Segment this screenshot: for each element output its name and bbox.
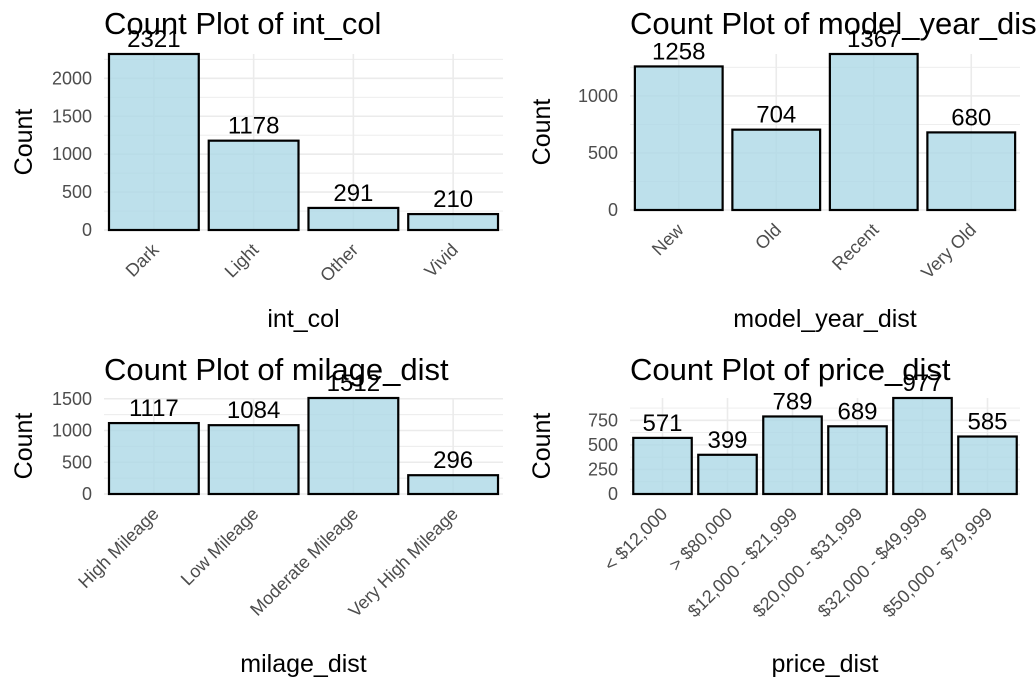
x-tick-label: $32,000 - $49,999 bbox=[814, 504, 931, 621]
y-tick-label: 1000 bbox=[52, 421, 92, 441]
data-label: 1367 bbox=[847, 26, 900, 53]
y-tick-label: 250 bbox=[588, 459, 618, 479]
data-label: 2321 bbox=[127, 26, 180, 53]
y-tick-label: 0 bbox=[608, 200, 618, 220]
y-axis-label: Count bbox=[528, 413, 556, 480]
y-axis-label: Count bbox=[528, 99, 556, 166]
data-label: 1258 bbox=[652, 38, 705, 65]
y-tick-label: 500 bbox=[588, 435, 618, 455]
chart-title: Count Plot of int_col bbox=[104, 6, 381, 41]
bar bbox=[207, 139, 300, 232]
data-label: 1084 bbox=[227, 397, 280, 424]
x-tick-label: Very High Mileage bbox=[345, 504, 462, 621]
chart-title: Count Plot of model_year_dist bbox=[630, 6, 1036, 41]
bar bbox=[632, 436, 693, 496]
y-tick-label: 0 bbox=[608, 484, 618, 504]
data-label: 680 bbox=[951, 104, 991, 131]
x-tick-label: Vivid bbox=[420, 240, 462, 282]
bar bbox=[926, 131, 1017, 212]
y-axis-label: Count bbox=[10, 109, 38, 176]
x-tick-label: $50,000 - $79,999 bbox=[879, 504, 996, 621]
y-tick-label: 1500 bbox=[52, 106, 92, 126]
chart-panel-1: 0 500 1000 1500 2000 2321 1178 291 210 Dark Light O… bbox=[10, 6, 503, 333]
bar bbox=[307, 396, 400, 496]
x-tick-label: Other bbox=[316, 240, 362, 286]
chart-panel-2: 0 500 1000 1258 704 1367 680 New Old Recent Very O… bbox=[528, 6, 1036, 333]
bar bbox=[107, 421, 200, 496]
data-label: 789 bbox=[772, 388, 812, 415]
x-tick-label: $20,000 - $31,999 bbox=[749, 504, 866, 621]
y-tick-label: 500 bbox=[62, 182, 92, 202]
y-tick-label: 500 bbox=[62, 452, 92, 472]
y-tick-label: 0 bbox=[82, 484, 92, 504]
data-label: 1178 bbox=[228, 113, 280, 140]
x-tick-label: Dark bbox=[122, 239, 164, 281]
data-label: 399 bbox=[707, 427, 747, 454]
y-tick-label: 1500 bbox=[52, 389, 92, 409]
data-label: 977 bbox=[902, 370, 942, 397]
data-label: 689 bbox=[837, 398, 877, 425]
x-tick-label: Recent bbox=[828, 220, 882, 274]
data-label: 291 bbox=[333, 180, 373, 207]
y-tick-label: 2000 bbox=[52, 68, 92, 88]
y-tick-label: 750 bbox=[588, 410, 618, 430]
x-tick-label: Moderate Mileage bbox=[246, 504, 362, 620]
data-label: 571 bbox=[642, 410, 682, 437]
bar bbox=[957, 435, 1018, 496]
x-tick-label: Old bbox=[751, 220, 785, 254]
x-axis-label: int_col bbox=[267, 305, 339, 333]
bar bbox=[697, 453, 758, 496]
bar bbox=[407, 474, 500, 496]
x-tick-label: New bbox=[648, 219, 688, 259]
bar bbox=[731, 128, 822, 212]
x-tick-label: Very Old bbox=[917, 220, 980, 283]
x-axis-label: milage_dist bbox=[240, 650, 367, 678]
bar bbox=[207, 424, 300, 496]
x-axis-label: price_dist bbox=[772, 650, 879, 678]
data-label: 585 bbox=[967, 409, 1007, 436]
y-tick-label: 500 bbox=[588, 143, 618, 163]
chart-title: Count Plot of price_dist bbox=[630, 352, 951, 387]
data-label: 210 bbox=[433, 186, 473, 213]
bar bbox=[828, 52, 919, 212]
x-tick-label: $12,000 - $21,999 bbox=[684, 504, 801, 621]
x-axis-label: model_year_dist bbox=[733, 305, 916, 333]
bar bbox=[827, 425, 888, 496]
data-label: 296 bbox=[433, 447, 473, 474]
bar bbox=[762, 415, 823, 496]
x-tick-label: < $12,000 bbox=[600, 504, 671, 575]
bar bbox=[892, 396, 953, 496]
chart-title: Count Plot of milage_dist bbox=[104, 352, 449, 387]
chart-panel-3: 0 500 1000 1500 1117 1084 1512 296 High Mileage L… bbox=[10, 352, 503, 678]
data-label: 1117 bbox=[129, 395, 179, 422]
bar bbox=[307, 206, 400, 232]
bar bbox=[633, 65, 724, 212]
bar bbox=[407, 212, 500, 232]
y-tick-label: 1000 bbox=[52, 144, 92, 164]
x-tick-label: Light bbox=[221, 240, 263, 282]
x-tick-label: High Mileage bbox=[74, 504, 162, 592]
data-label: 1512 bbox=[327, 370, 380, 397]
data-label: 704 bbox=[756, 102, 796, 129]
y-axis-label: Count bbox=[10, 413, 38, 480]
y-tick-label: 0 bbox=[82, 220, 92, 240]
x-tick-label: Low Mileage bbox=[177, 504, 263, 590]
y-tick-label: 1000 bbox=[578, 86, 618, 106]
bar bbox=[107, 52, 200, 232]
